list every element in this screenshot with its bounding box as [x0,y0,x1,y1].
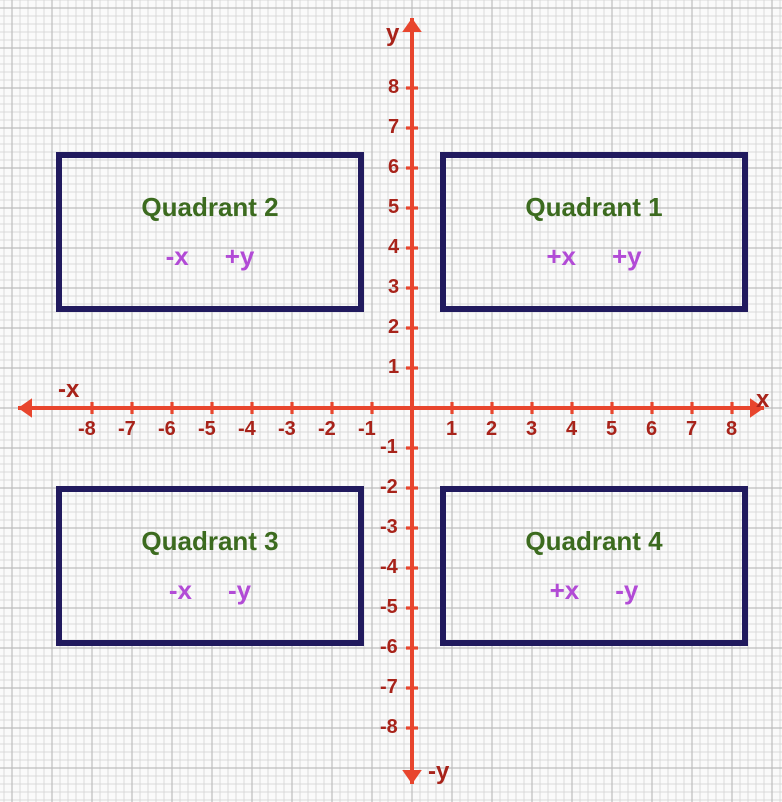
axis-label-neg-x: -x [58,376,79,404]
tick-x: 6 [646,418,657,441]
tick-x: -1 [358,418,376,441]
tick-y: -2 [380,476,398,499]
tick-y: 6 [388,156,399,179]
quadrant-1-signs: +x +y [546,241,641,272]
quadrant-3-title: Quadrant 3 [141,526,278,557]
tick-x: 2 [486,418,497,441]
tick-y: 1 [388,356,399,379]
quadrant-4-signs: +x -y [550,575,639,606]
axis-label-pos-y: y [386,20,399,48]
tick-y: -8 [380,716,398,739]
coordinate-plane-diagram: 1 2 3 4 5 6 7 8 -1 -2 -3 -4 -5 -6 -7 -8 1 2 3 4 5 6 7 8 -1 -2 -3 -4… [0,0,782,802]
quadrant-1-box: Quadrant 1 +x +y [440,152,748,312]
quadrant-2-signs: -x +y [166,241,255,272]
tick-x: -3 [278,418,296,441]
tick-x: 4 [566,418,577,441]
tick-x: 1 [446,418,457,441]
quadrant-3-box: Quadrant 3 -x -y [56,486,364,646]
quadrant-3-sign-y: -y [228,575,251,606]
tick-x: -7 [118,418,136,441]
tick-y: 4 [388,236,399,259]
tick-y: -4 [380,556,398,579]
quadrant-2-sign-y: +y [225,241,255,272]
tick-x: 3 [526,418,537,441]
tick-y: 3 [388,276,399,299]
tick-x: -6 [158,418,176,441]
quadrant-3-signs: -x -y [169,575,251,606]
quadrant-2-box: Quadrant 2 -x +y [56,152,364,312]
quadrant-3-sign-x: -x [169,575,192,606]
quadrant-1-title: Quadrant 1 [525,192,662,223]
axis-label-pos-x: x [756,386,769,414]
quadrant-4-sign-x: +x [550,575,580,606]
axis-label-neg-y: -y [428,758,449,786]
quadrant-4-sign-y: -y [615,575,638,606]
quadrant-1-sign-y: +y [612,241,642,272]
tick-x: -4 [238,418,256,441]
tick-x: -8 [78,418,96,441]
tick-x: 8 [726,418,737,441]
tick-y: -5 [380,596,398,619]
tick-y: -1 [380,436,398,459]
quadrant-4-box: Quadrant 4 +x -y [440,486,748,646]
tick-x: 5 [606,418,617,441]
quadrant-1-sign-x: +x [546,241,576,272]
tick-y: 8 [388,76,399,99]
quadrant-2-sign-x: -x [166,241,189,272]
tick-y: -7 [380,676,398,699]
tick-x: 7 [686,418,697,441]
quadrant-2-title: Quadrant 2 [141,192,278,223]
tick-x: -5 [198,418,216,441]
tick-y: 2 [388,316,399,339]
tick-y: 7 [388,116,399,139]
tick-y: 5 [388,196,399,219]
quadrant-4-title: Quadrant 4 [525,526,662,557]
tick-y: -6 [380,636,398,659]
tick-x: -2 [318,418,336,441]
tick-y: -3 [380,516,398,539]
